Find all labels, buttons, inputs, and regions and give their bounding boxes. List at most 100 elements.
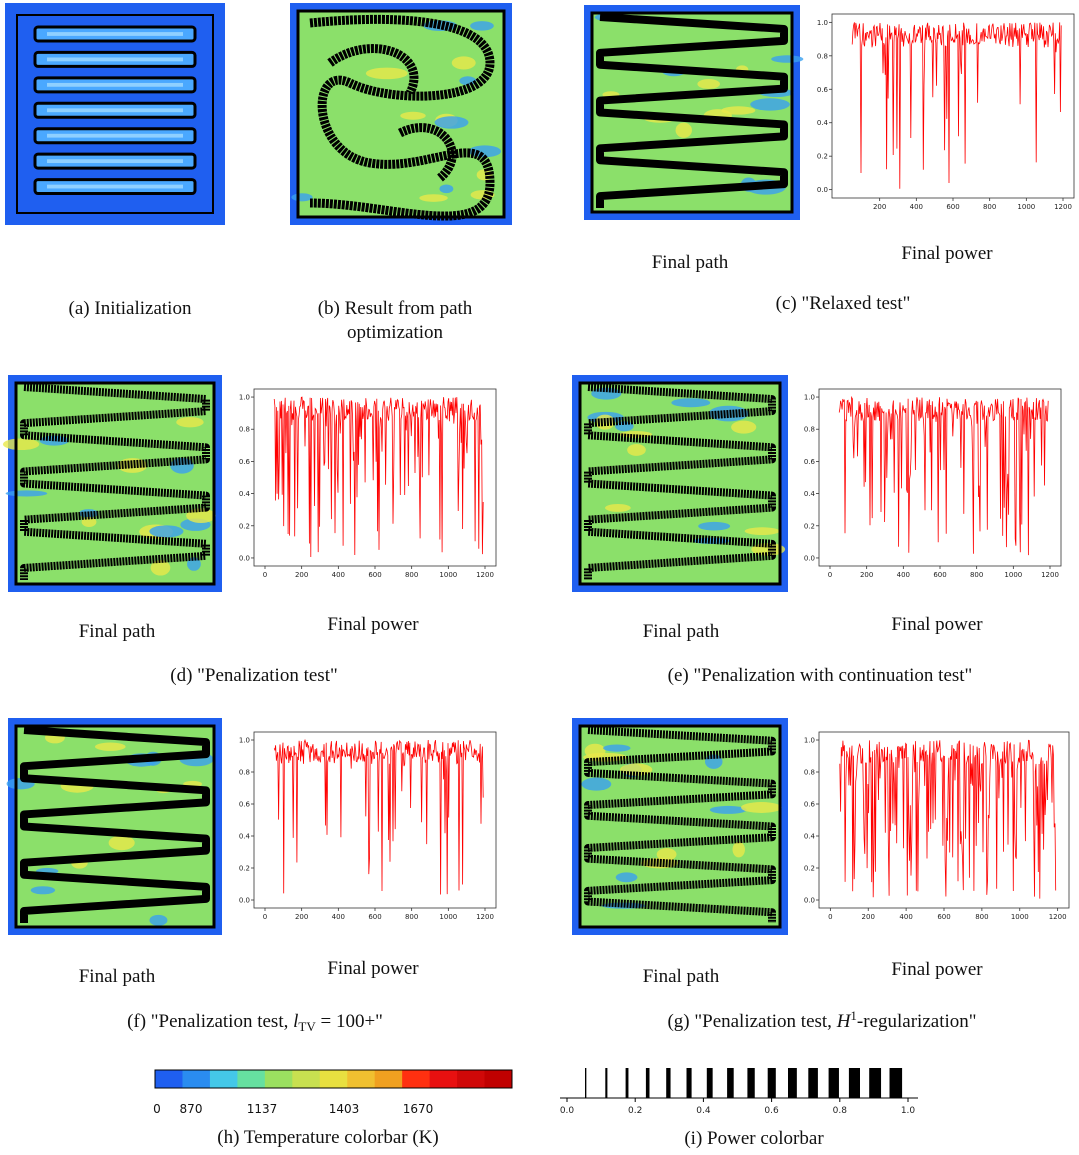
power-line [851, 22, 1062, 189]
x-tick-label: 600 [933, 571, 946, 579]
colorbar-cell [374, 1070, 403, 1088]
hot-spot [732, 841, 745, 858]
colorbar-tick: 1403 [329, 1102, 360, 1116]
y-tick-label: 0.8 [239, 426, 250, 434]
power-line [839, 739, 1057, 899]
hot-spot [771, 55, 804, 63]
power-bar [605, 1068, 608, 1098]
hot-spot [744, 527, 780, 535]
power-bar [767, 1068, 776, 1098]
caption: (d) "Penalization test" [170, 665, 337, 686]
y-tick-label: 0.2 [817, 153, 828, 161]
x-tick-label: 800 [405, 913, 418, 921]
power-label: Final power [891, 959, 983, 980]
caption: (b) Result from path [318, 298, 473, 319]
y-tick-label: 0.6 [817, 86, 829, 94]
hot-spot [581, 777, 612, 791]
power-bar [747, 1068, 755, 1098]
frame [578, 724, 782, 929]
x-tick-label: 600 [946, 203, 959, 211]
hot-spot [150, 559, 171, 576]
hot-spot [470, 21, 494, 31]
colorbar-cell [264, 1070, 293, 1088]
hot-spot [603, 744, 631, 752]
colorbar-frame [154, 1069, 513, 1089]
strip-core [47, 82, 183, 87]
x-tick-label: 200 [295, 571, 308, 579]
y-tick-label: 0.0 [239, 554, 250, 562]
x-tick-label: 1000 [1004, 571, 1022, 579]
hot-spot [291, 193, 313, 202]
y-tick-label: 1.0 [804, 394, 815, 402]
power-bar [666, 1068, 671, 1098]
x-tick-label: 400 [899, 913, 912, 921]
hot-spot [740, 802, 782, 813]
hot-spot [675, 122, 692, 138]
colorbar-tick: 0.0 [560, 1106, 575, 1116]
power-label: Final power [327, 958, 419, 979]
y-tick-label: 0.0 [817, 186, 828, 194]
y-tick-label: 0.4 [804, 490, 816, 498]
x-tick-label: 600 [368, 571, 381, 579]
y-tick-label: 0.8 [239, 769, 250, 777]
y-tick-label: 0.4 [239, 833, 251, 841]
colorbar-cell [347, 1070, 376, 1088]
hot-spot [5, 490, 48, 497]
x-tick-label: 200 [862, 913, 875, 921]
x-tick-label: 0 [828, 571, 832, 579]
x-tick-label: 1000 [439, 571, 457, 579]
hot-spot [451, 56, 476, 70]
hot-spot [750, 98, 790, 111]
x-tick-label: 1200 [476, 571, 494, 579]
y-tick-label: 1.0 [239, 737, 250, 745]
caption-sub: TV [298, 1019, 316, 1034]
colorbar-cell [292, 1070, 321, 1088]
caption: (a) Initialization [69, 298, 192, 319]
frame [590, 11, 794, 214]
colorbar-cell [209, 1070, 238, 1088]
colorbar-tick: 0.6 [764, 1106, 779, 1116]
x-tick-label: 600 [937, 913, 950, 921]
hot-spot [400, 111, 426, 120]
hot-spot [2, 438, 40, 451]
y-tick-label: 0.2 [804, 522, 815, 530]
frame [578, 381, 782, 586]
path-label: Final path [643, 621, 720, 642]
path-label: Final path [643, 966, 720, 987]
power-bar [686, 1068, 692, 1098]
hot-spot [615, 872, 638, 883]
frame [14, 381, 216, 586]
tool-path [327, 44, 457, 182]
x-tick-label: 1200 [1041, 571, 1059, 579]
caption-text: (f) "Penalization test, [127, 1011, 293, 1032]
frame [16, 14, 214, 214]
hot-spot [108, 835, 135, 851]
x-tick-label: 200 [860, 571, 873, 579]
caption: (e) "Penalization with continuation test… [668, 665, 973, 686]
power-bar [828, 1068, 839, 1098]
y-tick-label: 0.4 [804, 833, 816, 841]
x-tick-label: 0 [263, 571, 267, 579]
tool-path [596, 13, 788, 208]
caption-text: -regularization" [857, 1011, 977, 1032]
hot-spot [149, 914, 168, 926]
power-bar [706, 1068, 713, 1098]
y-tick-label: 0.8 [817, 52, 828, 60]
x-tick-label: 200 [295, 913, 308, 921]
hot-spot [419, 194, 448, 202]
caption-sup: 1 [850, 1008, 857, 1023]
caption-math: l [293, 1011, 298, 1032]
colorbar-tick: 1670 [403, 1102, 434, 1116]
y-tick-label: 0.6 [804, 458, 816, 466]
power-bar [788, 1068, 797, 1098]
x-tick-label: 400 [897, 571, 910, 579]
power-bar [889, 1068, 903, 1098]
tool-path [309, 14, 495, 221]
x-tick-label: 1000 [439, 913, 457, 921]
colorbar-cell [402, 1070, 431, 1088]
strip-core [47, 133, 183, 138]
caption: optimization [347, 322, 444, 343]
tool-path [20, 383, 210, 580]
hot-spot [697, 79, 720, 89]
colorbar-cell [182, 1070, 211, 1088]
